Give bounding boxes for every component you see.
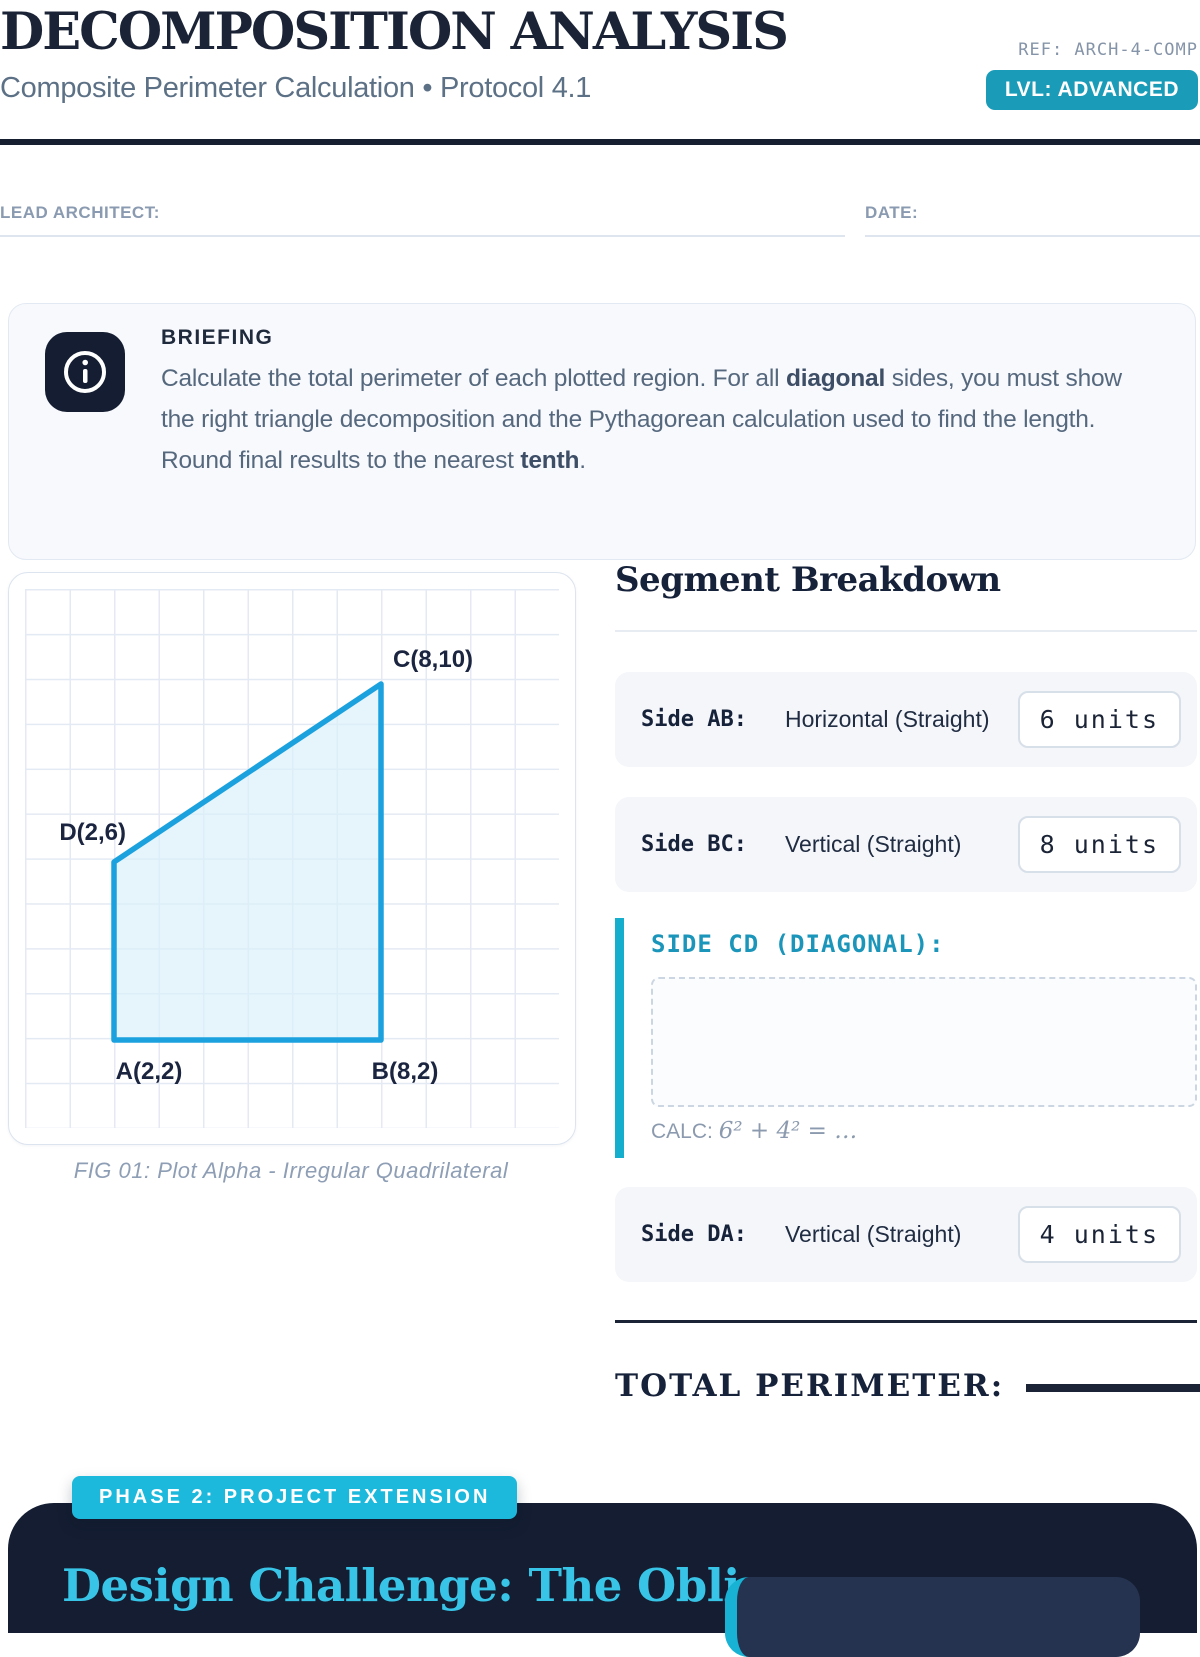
side-bc-name: Side BC: [641,832,747,857]
date-label: DATE: [865,203,919,222]
reference-code: REF: ARCH-4-COMP [1018,40,1198,60]
calc-expression: 6² + 4² = … [718,1118,858,1144]
lead-architect-input-line[interactable] [0,235,845,237]
vertex-label-a: A(2,2) [116,1058,183,1085]
side-ab-name: Side AB: [641,707,747,732]
side-cd-diagonal-block: SIDE CD (DIAGONAL): CALC: 6² + 4² = … [615,918,1197,1158]
phase2-panel: Design Challenge: The Oblique [8,1503,1197,1657]
total-section-divider [615,1320,1197,1323]
side-cd-work-area[interactable] [651,977,1197,1107]
side-cd-calc-hint: CALC: 6² + 4² = … [651,1118,858,1144]
briefing-bold-diagonal: diagonal [785,365,886,392]
page-subtitle: Composite Perimeter Calculation • Protoc… [0,72,592,104]
phase2-inner-card [725,1577,1140,1657]
figure-card: C(8,10) D(2,6) A(2,2) B(8,2) [8,572,576,1145]
side-bc-row: Side BC: Vertical (Straight) 8 units [615,797,1197,892]
vertex-label-d: D(2,6) [59,819,126,846]
side-cd-heading: SIDE CD (DIAGONAL): [651,930,945,958]
briefing-bold-tenth: tenth [520,447,580,474]
side-da-value: 4 units [1017,1206,1181,1263]
side-ab-row: Side AB: Horizontal (Straight) 6 units [615,672,1197,767]
briefing-heading: BRIEFING [161,326,274,349]
page-title: DECOMPOSITION ANALYSIS [0,2,789,62]
plot-alpha-quadrilateral: C(8,10) D(2,6) A(2,2) B(8,2) [59,646,473,1085]
vertex-label-b: B(8,2) [372,1058,439,1085]
figure-caption: FIG 01: Plot Alpha - Irregular Quadrilat… [73,1158,509,1183]
total-perimeter-row: TOTAL PERIMETER: [615,1368,1200,1404]
side-bc-type: Vertical (Straight) [784,831,962,857]
total-perimeter-answer-line[interactable] [1026,1384,1200,1392]
phase2-badge: PHASE 2: PROJECT EXTENSION [72,1476,518,1519]
quadrilateral-shape [111,681,384,1043]
segment-breakdown-heading: Segment Breakdown [615,560,1001,600]
info-icon [45,332,125,412]
vertex-label-c: C(8,10) [393,646,473,673]
briefing-text: Calculate the total perimeter of each pl… [161,365,1122,474]
side-da-type: Vertical (Straight) [784,1221,962,1247]
side-bc-value: 8 units [1017,816,1181,873]
segment-divider [615,630,1197,632]
lead-architect-label: LEAD ARCHITECT: [0,203,160,222]
header-divider [0,139,1200,145]
side-ab-type: Horizontal (Straight) [784,706,990,732]
phase2-heading: Design Challenge: The Oblique [62,1559,832,1612]
date-input-line[interactable] [865,235,1200,237]
side-da-row: Side DA: Vertical (Straight) 4 units [615,1187,1197,1282]
level-badge: LVL: ADVANCED [985,70,1198,110]
side-ab-value: 6 units [1017,691,1181,748]
graph-grid: C(8,10) D(2,6) A(2,2) B(8,2) [25,589,559,1128]
total-perimeter-label: TOTAL PERIMETER: [615,1368,1005,1404]
briefing-box: BRIEFING Calculate the total perimeter o… [8,303,1196,560]
side-da-name: Side DA: [641,1222,747,1247]
